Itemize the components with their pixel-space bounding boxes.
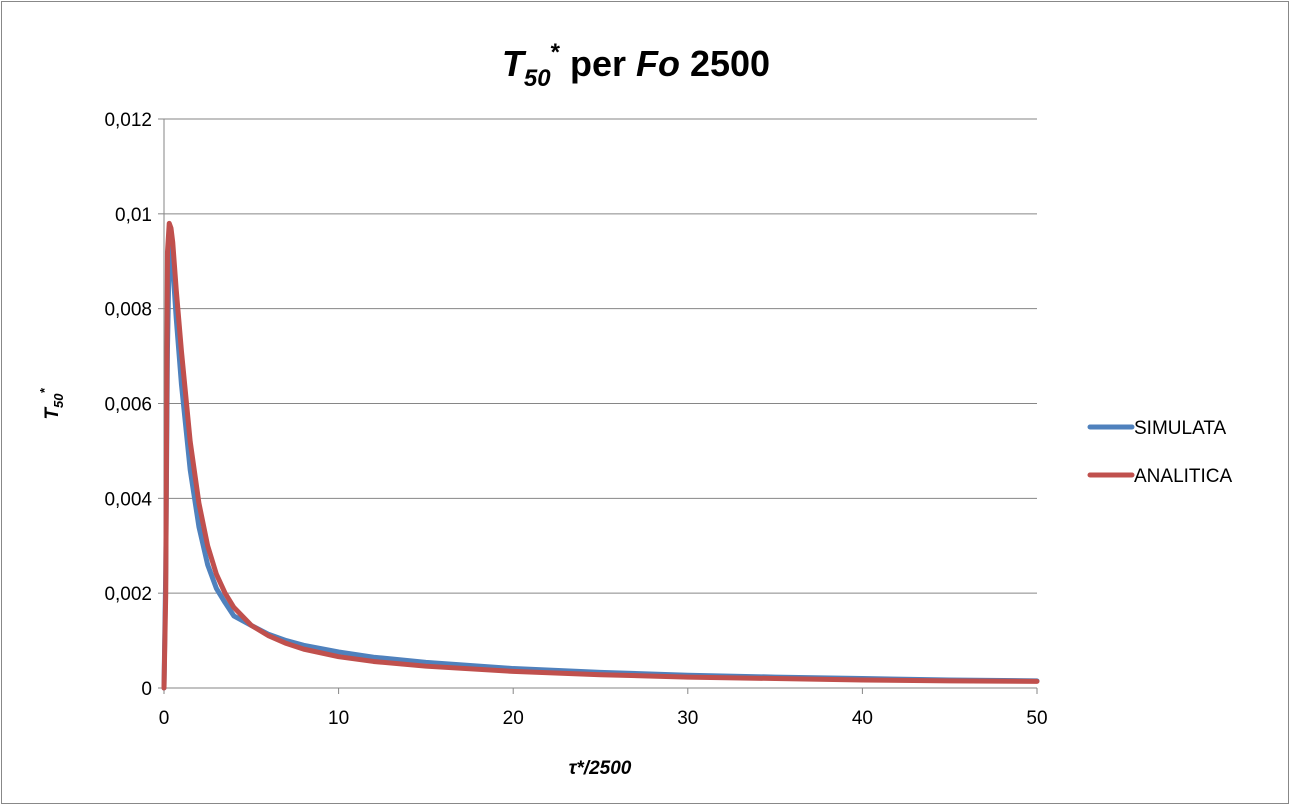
title-subscript: 50: [524, 65, 551, 92]
x-tick-label: 20: [503, 708, 524, 729]
y-tick-label: 0,012: [104, 110, 152, 131]
x-tick-label: 10: [328, 708, 349, 729]
x-tick-label: 0: [159, 708, 170, 729]
x-axis-title: τ*/2500: [569, 758, 632, 779]
legend-label-simulata: SIMULATA: [1134, 418, 1227, 439]
y-tick-label: 0,01: [115, 205, 152, 226]
y-tick-label: 0: [141, 679, 152, 700]
series-lines: [161, 220, 1040, 691]
legend-label-analitica: ANALITICA: [1134, 466, 1233, 487]
y-axis-title: T50*: [37, 387, 66, 419]
y-tick-label: 0,004: [104, 489, 152, 510]
series-line-analitica: [161, 220, 1040, 691]
y-tick-label: 0,008: [104, 300, 152, 321]
ylabel-variable: T: [42, 407, 63, 420]
title-per: per: [560, 43, 636, 84]
title-superscript: *: [551, 39, 561, 66]
x-tick-label: 30: [677, 708, 698, 729]
x-tick-label: 50: [1026, 708, 1047, 729]
y-tick-labels: 0 0,002 0,004 0,006 0,008 0,01 0,012: [104, 110, 152, 700]
x-tick-label: 40: [852, 708, 873, 729]
grid-lines: [158, 118, 1038, 694]
x-tick-labels: 0 10 20 30 40 50: [159, 708, 1048, 729]
title-fo: Fo: [636, 43, 680, 84]
y-tick-label: 0,006: [104, 395, 152, 416]
y-tick-label: 0,002: [104, 584, 152, 605]
title-variable: T: [502, 43, 527, 84]
title-number: 2500: [680, 43, 770, 84]
legend: SIMULATA ANALITICA: [1087, 418, 1233, 487]
ylabel-subscript: 50: [51, 393, 66, 408]
ylabel-superscript: *: [37, 387, 52, 393]
chart-title: T50* per Fo 2500: [502, 39, 770, 92]
